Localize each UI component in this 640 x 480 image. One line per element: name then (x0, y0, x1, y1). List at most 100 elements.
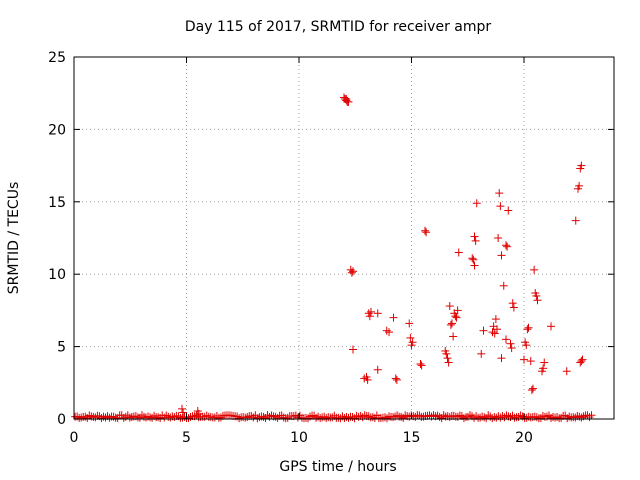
data-point (421, 226, 429, 235)
data-point (470, 232, 479, 241)
baseline-point (241, 413, 250, 422)
data-point (443, 354, 452, 363)
baseline-point (393, 411, 402, 420)
data-point (349, 267, 357, 276)
data-point (469, 255, 478, 264)
baseline-point (322, 414, 331, 423)
baseline-point (368, 413, 377, 422)
data-point (444, 358, 453, 367)
data-point (417, 361, 426, 370)
data-point (496, 202, 505, 211)
baseline-point (484, 411, 493, 420)
data-point (540, 358, 549, 367)
baseline-point (459, 414, 468, 423)
baseline-point (216, 413, 225, 422)
data-point (529, 384, 537, 393)
baseline-point (508, 411, 517, 420)
baseline-point (330, 411, 339, 420)
data-point (471, 236, 480, 245)
data-point (575, 181, 584, 190)
baseline-point (358, 413, 367, 422)
data-point (494, 234, 503, 242)
data-point (578, 355, 587, 364)
data-point (373, 309, 382, 318)
baseline-point (85, 411, 94, 420)
baseline-point (194, 409, 203, 418)
baseline-point (453, 412, 462, 421)
x-axis-label: GPS time / hours (279, 459, 396, 475)
y-tick-label: 20 (48, 122, 66, 138)
axes: 0 5 10 15 20 0 5 10 15 20 25 (48, 50, 615, 446)
data-point (449, 332, 458, 341)
data-point (405, 319, 414, 328)
data-point (448, 319, 456, 328)
data-point (391, 374, 400, 383)
baseline-point (295, 411, 304, 420)
baseline-point (186, 412, 195, 421)
data-point (468, 254, 477, 263)
data-point (385, 328, 393, 337)
x-tick-label: 15 (403, 430, 421, 446)
y-tick-label: 0 (57, 412, 66, 428)
baseline-point (137, 411, 146, 420)
y-tick-label: 25 (48, 50, 66, 66)
data-point (577, 357, 586, 366)
data-point (349, 345, 357, 354)
data-point (416, 359, 425, 368)
baseline-point (148, 413, 157, 422)
baseline-point (178, 404, 186, 413)
baseline-point (283, 413, 292, 422)
baseline-point (91, 413, 100, 422)
data-point (502, 241, 510, 250)
baseline-point (466, 411, 474, 420)
data-point (533, 296, 542, 305)
baseline-point (206, 412, 215, 421)
data-point (527, 386, 536, 395)
data-point (539, 364, 548, 373)
data-point (472, 199, 481, 208)
data-point (451, 312, 460, 321)
data-point (446, 320, 455, 329)
data-point (509, 303, 518, 312)
data-point (571, 216, 580, 225)
grid (74, 57, 614, 419)
x-tick-label: 0 (70, 430, 79, 446)
data-point (504, 206, 513, 215)
data-point (507, 344, 516, 353)
data-point (490, 329, 499, 338)
baseline-point (532, 413, 541, 422)
data-point (452, 313, 461, 322)
data-point (530, 265, 539, 274)
x-tick-label: 5 (182, 430, 191, 446)
x-tick-label: 20 (515, 430, 533, 446)
data-point (373, 365, 382, 374)
data-point (499, 281, 508, 290)
plot-frame (73, 56, 615, 420)
data-point (454, 248, 463, 257)
baseline-point (439, 411, 448, 420)
baseline-point (553, 413, 562, 422)
baseline-point (271, 412, 280, 421)
baseline-point (235, 414, 244, 423)
baseline-point (253, 414, 262, 423)
data-point (497, 354, 506, 363)
data-point (491, 315, 500, 324)
baseline-point (536, 414, 545, 423)
data-point (493, 325, 501, 334)
data-point (502, 335, 510, 344)
data-point (392, 375, 401, 384)
data-point (382, 326, 391, 335)
data-point (526, 357, 535, 366)
baseline-point (510, 413, 519, 422)
baseline-point (563, 414, 572, 423)
chart-title: Day 115 of 2017, SRMTID for receiver amp… (185, 19, 492, 35)
baseline-point (516, 411, 525, 420)
data-point (470, 261, 479, 270)
baseline-point (463, 412, 472, 421)
data-point (495, 189, 504, 198)
y-tick-label: 10 (48, 267, 66, 283)
baseline-point (202, 411, 211, 420)
data-point (363, 375, 372, 384)
